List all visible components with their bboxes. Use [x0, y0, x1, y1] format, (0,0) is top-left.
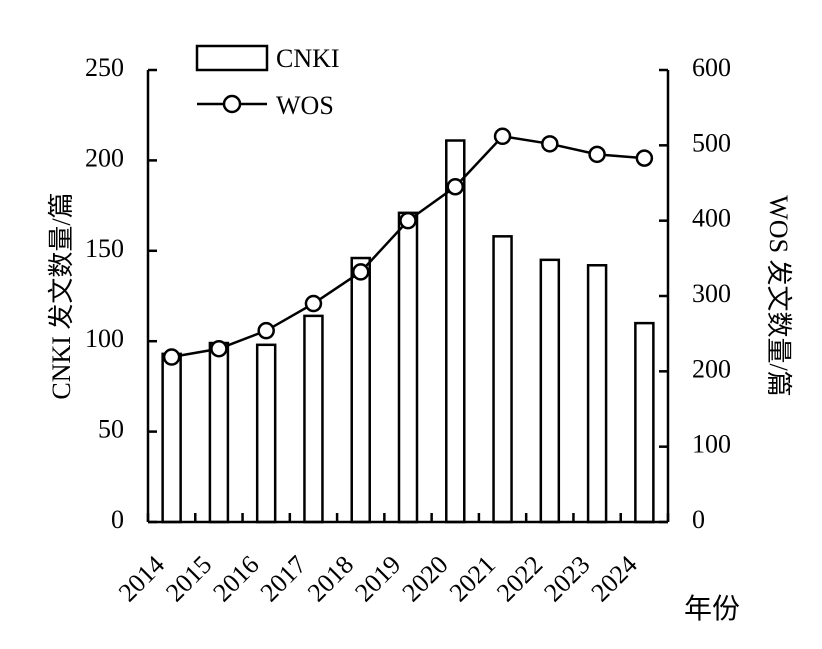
x-tick-label: 2017: [255, 550, 312, 607]
wos-point: [446, 178, 465, 196]
wos-point: [257, 321, 275, 340]
cnki-bars: [161, 139, 655, 524]
left-y-tick-label: 150: [85, 234, 124, 263]
left-y-tick-label: 100: [85, 324, 124, 353]
x-tick-label: 2018: [302, 550, 359, 607]
cnki-bar: [634, 321, 655, 524]
cnki-bar: [161, 352, 182, 524]
right-y-tick-label: 500: [692, 128, 731, 157]
x-axis-label: 年份: [684, 593, 740, 625]
wos-point: [399, 211, 417, 230]
wos-line-series: [162, 127, 654, 366]
left-y-tick-label: 250: [85, 53, 124, 82]
x-tick-label: 2014: [113, 550, 170, 607]
cnki-bar: [586, 264, 608, 524]
left-y-tick-label: 0: [111, 505, 124, 534]
x-tick-label: 2022: [491, 550, 548, 607]
left-y-axis-label: CNKI 发文数量/篇: [47, 192, 76, 399]
legend-wos-marker: [222, 94, 242, 114]
x-tick-label: 2020: [396, 550, 453, 607]
x-tick-label: 2015: [160, 550, 217, 607]
right-y-tick-label: 100: [692, 430, 731, 459]
wos-point: [635, 149, 654, 167]
cnki-bar: [539, 258, 561, 524]
cnki-bar: [445, 139, 466, 524]
wos-point: [210, 339, 228, 358]
x-tick-label: 2021: [444, 550, 501, 607]
right-y-tick-label: 300: [692, 279, 731, 308]
right-y-tick-label: 600: [692, 53, 731, 82]
x-tick-label: 2019: [349, 550, 406, 607]
wos-point: [351, 263, 370, 281]
wos-point: [304, 294, 323, 313]
x-tick-label: 2024: [586, 550, 643, 607]
x-tick-label: 2023: [538, 550, 595, 607]
cnki-bar: [303, 314, 324, 524]
cnki-bar: [255, 343, 277, 524]
cnki-bar: [492, 235, 513, 524]
cnki-bar: [350, 256, 371, 524]
cnki-bar: [397, 211, 419, 524]
wos-point: [493, 127, 512, 146]
cnki-bar: [208, 341, 230, 524]
wos-point: [541, 135, 559, 153]
wos-point: [588, 145, 606, 164]
right-y-axis-label: WOS 发文数量/篇: [764, 195, 793, 397]
legend: CNKI WOS: [195, 44, 340, 120]
wos-point: [162, 348, 181, 366]
right-y-tick-label: 200: [692, 354, 731, 383]
right-y-tick-label: 0: [692, 505, 705, 534]
x-tick-label: 2016: [207, 550, 264, 607]
left-y-tick-label: 200: [85, 143, 124, 172]
left-y-tick-label: 50: [98, 415, 124, 444]
legend-cnki-swatch: [195, 44, 269, 72]
legend-cnki-label: CNKI: [276, 44, 340, 73]
legend-wos-label: WOS: [276, 91, 334, 120]
right-y-tick-label: 400: [692, 204, 731, 233]
